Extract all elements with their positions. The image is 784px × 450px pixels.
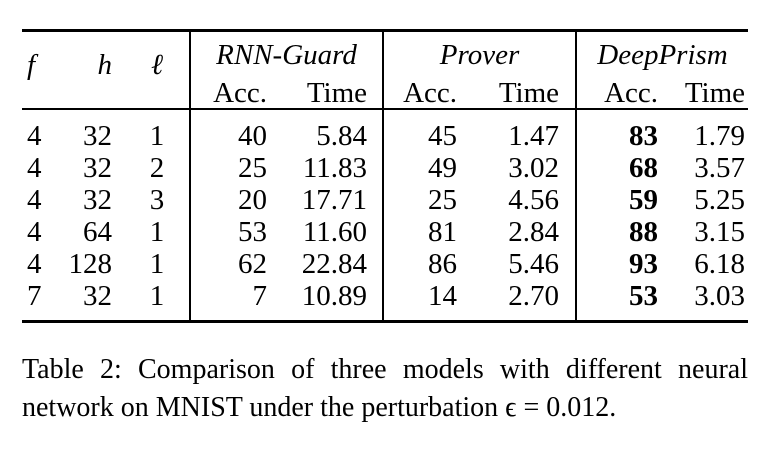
cell-l: 1 (149, 216, 165, 248)
table-row: 4 64 1 53 11.60 81 2.84 88 3.15 (22, 216, 748, 248)
table-body: 4 32 1 40 5.84 45 1.47 83 1.79 4 32 2 25… (22, 109, 748, 322)
cell-l: 2 (149, 152, 165, 184)
col-header-f: f (27, 49, 36, 81)
cell-f: 7 (27, 280, 42, 312)
table-row: 7 32 1 7 10.89 14 2.70 53 3.03 (22, 280, 748, 322)
cell-prover-acc: 45 (382, 109, 480, 152)
cell-l: 3 (149, 184, 165, 216)
cell-deepprism-acc: 53 (575, 280, 681, 322)
header-sub-row: Acc. Time Acc. Time Acc. Time (22, 78, 748, 109)
cell-deepprism-time: 1.79 (694, 120, 746, 152)
group-header-prover: Prover (381, 30, 577, 78)
cell-prover-acc: 81 (382, 216, 480, 248)
cell-h: 32 (83, 280, 112, 312)
table-row: 4 128 1 62 22.84 86 5.46 93 6.18 (22, 248, 748, 280)
group-header-deepprism: DeepPrism (575, 30, 749, 78)
cell-f: 4 (27, 216, 42, 248)
caption-line-2: network on MNIST under the perturbation … (22, 392, 617, 423)
cell-rnn-acc: 7 (189, 280, 285, 322)
col-header-l: ℓ (150, 49, 164, 81)
cell-rnn-acc: 40 (189, 109, 285, 152)
cell-deepprism-acc: 59 (575, 184, 681, 216)
cell-f: 4 (27, 120, 42, 152)
cell-deepprism-acc: 68 (575, 152, 681, 184)
cell-rnn-time: 11.60 (302, 216, 367, 248)
cell-h: 32 (83, 152, 112, 184)
cell-prover-acc: 25 (382, 184, 480, 216)
col-header-h: h (97, 49, 113, 81)
cell-deepprism-acc: 93 (575, 248, 681, 280)
cell-rnn-acc: 53 (189, 216, 285, 248)
cell-deepprism-time: 5.25 (694, 184, 746, 216)
cell-prover-acc: 14 (382, 280, 480, 322)
cell-prover-time: 1.47 (508, 120, 560, 152)
cell-h: 128 (68, 248, 113, 280)
cell-rnn-acc: 62 (189, 248, 285, 280)
cell-h: 32 (83, 120, 112, 152)
results-table: f h ℓ RNN-Guard Prover DeepPrism Acc. Ti… (22, 29, 749, 323)
subheader-prover-acc: Acc. (382, 78, 480, 109)
subheader-prover-time: Time (498, 77, 560, 109)
subheader-rnn-acc: Acc. (189, 78, 285, 109)
table-row: 4 32 3 20 17.71 25 4.56 59 5.25 (22, 184, 748, 216)
cell-h: 64 (83, 216, 112, 248)
cell-prover-time: 3.02 (508, 152, 560, 184)
cell-prover-time: 5.46 (508, 248, 560, 280)
subheader-deepprism-time: Time (684, 77, 746, 109)
cell-prover-time: 4.56 (508, 184, 560, 216)
cell-h: 32 (83, 184, 112, 216)
cell-rnn-time: 10.89 (301, 280, 367, 312)
subheader-rnn-time: Time (306, 77, 367, 109)
caption-line-1: Table 2: Comparison of three models with… (22, 354, 748, 385)
cell-deepprism-time: 3.03 (694, 280, 746, 312)
table-row: 4 32 2 25 11.83 49 3.02 68 3.57 (22, 152, 748, 184)
cell-f: 4 (27, 184, 42, 216)
table-row: 4 32 1 40 5.84 45 1.47 83 1.79 (22, 109, 748, 152)
cell-l: 1 (149, 280, 165, 312)
cell-prover-acc: 86 (382, 248, 480, 280)
header-group-row: f h ℓ RNN-Guard Prover DeepPrism (22, 30, 749, 81)
cell-prover-time: 2.84 (508, 216, 560, 248)
cell-f: 4 (27, 152, 42, 184)
cell-rnn-time: 5.84 (316, 120, 367, 152)
cell-deepprism-time: 3.15 (694, 216, 746, 248)
cell-deepprism-acc: 83 (575, 109, 681, 152)
cell-rnn-time: 17.71 (301, 184, 367, 216)
cell-deepprism-time: 6.18 (694, 248, 746, 280)
cell-l: 1 (149, 248, 165, 280)
cell-prover-acc: 49 (382, 152, 480, 184)
table-header: f h ℓ RNN-Guard Prover DeepPrism Acc. Ti… (22, 30, 749, 109)
cell-deepprism-acc: 88 (575, 216, 681, 248)
cell-deepprism-time: 3.57 (694, 152, 746, 184)
cell-rnn-acc: 25 (189, 152, 285, 184)
subheader-deepprism-acc: Acc. (575, 78, 681, 109)
cell-prover-time: 2.70 (508, 280, 560, 312)
table-caption: Table 2: Comparison of three models with… (22, 351, 748, 427)
cell-f: 4 (27, 248, 42, 280)
cell-rnn-time: 22.84 (301, 248, 367, 280)
cell-l: 1 (149, 120, 165, 152)
group-header-rnn-guard: RNN-Guard (189, 30, 383, 78)
cell-rnn-time: 11.83 (302, 152, 367, 184)
cell-rnn-acc: 20 (189, 184, 285, 216)
